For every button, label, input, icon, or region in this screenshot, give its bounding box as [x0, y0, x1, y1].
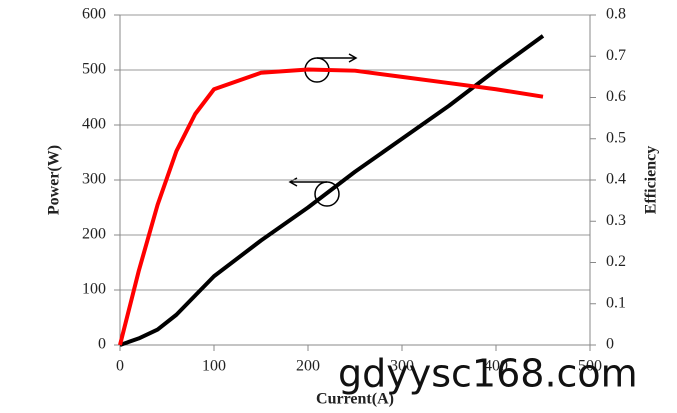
y-tick-label: 400 [82, 116, 106, 133]
y2-tick-label: 0.8 [606, 6, 626, 23]
x-axis-label: Current(A) [316, 391, 394, 408]
y2-tick-label: 0.7 [606, 47, 626, 64]
y2-tick-label: 0 [606, 336, 614, 353]
y-tick-label: 0 [98, 336, 106, 353]
annotation-arrowhead [288, 177, 298, 187]
y2-tick-label: 0.3 [606, 212, 626, 229]
y-tick-label: 200 [82, 226, 106, 243]
x-tick-label: 200 [296, 358, 320, 375]
y-tick-label: 500 [82, 61, 106, 78]
y2-tick-label: 0.6 [606, 88, 626, 105]
y2-tick-label: 0.1 [606, 294, 626, 311]
x-tick-label: 300 [390, 358, 414, 375]
x-tick-label: 100 [202, 358, 226, 375]
x-tick-label: 500 [578, 358, 602, 375]
series-line [119, 34, 545, 347]
y2-axis-label: Efficiency [643, 146, 660, 214]
y-tick-label: 600 [82, 6, 106, 23]
annotation-arrowhead [348, 53, 358, 63]
y2-tick-label: 0.4 [606, 171, 626, 188]
x-tick-label: 400 [484, 358, 508, 375]
y-tick-label: 100 [82, 281, 106, 298]
watermark: gdyysc168.com [338, 352, 638, 396]
y-tick-label: 300 [82, 171, 106, 188]
y2-tick-label: 0.5 [606, 129, 626, 146]
x-tick-label: 0 [116, 358, 124, 375]
y-axis-label: Power(W) [46, 145, 63, 215]
y2-tick-label: 0.2 [606, 253, 626, 270]
series-line [118, 67, 544, 346]
annotations [288, 53, 358, 207]
